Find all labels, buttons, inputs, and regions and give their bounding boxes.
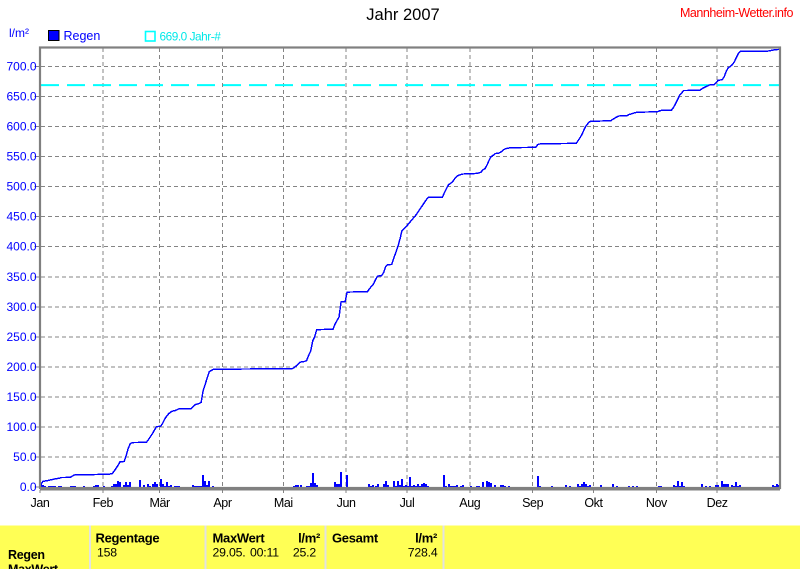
svg-text:158: 158 bbox=[97, 546, 117, 560]
svg-text:350.0: 350.0 bbox=[6, 270, 36, 284]
svg-text:Regen: Regen bbox=[8, 548, 45, 562]
svg-text:Sep: Sep bbox=[522, 496, 543, 510]
svg-text:550.0: 550.0 bbox=[6, 150, 36, 164]
svg-text:450.0: 450.0 bbox=[6, 210, 36, 224]
svg-text:Jun: Jun bbox=[337, 496, 356, 510]
svg-text:400.0: 400.0 bbox=[6, 240, 36, 254]
svg-text:600.0: 600.0 bbox=[6, 120, 36, 134]
svg-text:Okt: Okt bbox=[584, 496, 603, 510]
svg-text:200.0: 200.0 bbox=[6, 360, 36, 374]
svg-text:29.05.: 29.05. bbox=[213, 546, 246, 560]
svg-text:l/m²: l/m² bbox=[9, 26, 29, 40]
svg-text:Gesamt: Gesamt bbox=[332, 530, 379, 545]
svg-text:Regen: Regen bbox=[64, 29, 101, 43]
svg-text:Jul: Jul bbox=[400, 496, 415, 510]
svg-text:728.4: 728.4 bbox=[408, 546, 438, 560]
svg-text:Mär: Mär bbox=[149, 496, 170, 510]
svg-text:l/m²: l/m² bbox=[415, 530, 438, 545]
svg-text:700.0: 700.0 bbox=[6, 60, 36, 74]
svg-text:500.0: 500.0 bbox=[6, 180, 36, 194]
svg-text:50.0: 50.0 bbox=[13, 450, 37, 464]
svg-text:Jan: Jan bbox=[31, 496, 50, 510]
svg-text:l/m²: l/m² bbox=[298, 530, 321, 545]
svg-text:Apr: Apr bbox=[213, 496, 231, 510]
svg-text:Mai: Mai bbox=[274, 496, 293, 510]
svg-text:150.0: 150.0 bbox=[6, 390, 36, 404]
svg-text:250.0: 250.0 bbox=[6, 330, 36, 344]
svg-text:650.0: 650.0 bbox=[6, 90, 36, 104]
svg-text:0.0: 0.0 bbox=[20, 480, 37, 494]
svg-text:Aug: Aug bbox=[459, 496, 480, 510]
svg-text:Regentage: Regentage bbox=[96, 530, 160, 545]
svg-text:Feb: Feb bbox=[93, 496, 114, 510]
svg-text:Jahr 2007: Jahr 2007 bbox=[366, 6, 439, 24]
svg-text:100.0: 100.0 bbox=[6, 420, 36, 434]
svg-text:Dez: Dez bbox=[707, 496, 728, 510]
svg-text:Mannheim-Wetter.info: Mannheim-Wetter.info bbox=[680, 6, 794, 20]
svg-text:669.0 Jahr-#: 669.0 Jahr-# bbox=[160, 29, 222, 43]
svg-text:Nov: Nov bbox=[646, 496, 668, 510]
svg-text:MaxWert: MaxWert bbox=[8, 562, 59, 569]
svg-text:300.0: 300.0 bbox=[6, 300, 36, 314]
svg-text:MaxWert: MaxWert bbox=[213, 530, 266, 545]
svg-text:25.2: 25.2 bbox=[293, 546, 316, 560]
svg-text:00:11: 00:11 bbox=[250, 546, 279, 560]
